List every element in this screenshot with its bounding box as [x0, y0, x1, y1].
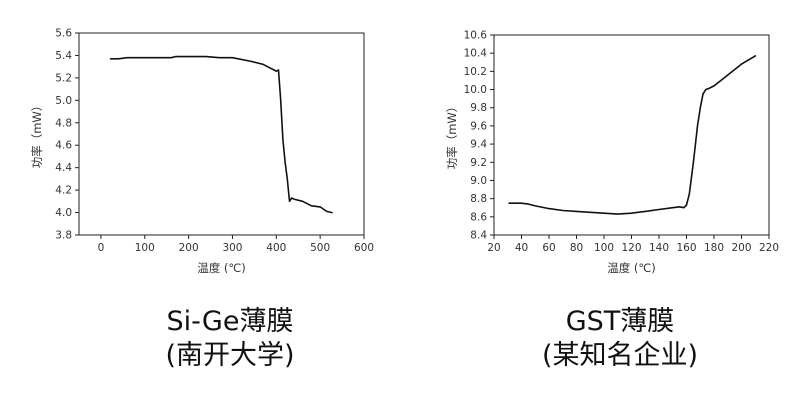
x-tick-label: 140 [649, 242, 669, 254]
x-tick-label: 160 [676, 242, 696, 254]
chart-1: 20 40 60 80 100 120 140 160 180 200 220 8.4 8.6 8.8 9.… [445, 30, 779, 276]
y-tick-label: 9.4 [470, 139, 487, 151]
x-tick-label: 100 [135, 242, 155, 254]
caption-right-line2: (某知名企业) [541, 340, 699, 371]
series-line-0 [508, 55, 757, 215]
caption-right-line1: GST薄膜 [565, 306, 675, 337]
y-tick-label: 10.0 [464, 84, 487, 96]
x-tick-label: 600 [354, 242, 374, 254]
x-tick-label: 120 [621, 242, 641, 254]
y-tick-label: 8.4 [470, 230, 487, 242]
chart-0: 0 100 200 300 400 500 600 3.8 4.0 4.2 4.4 4.6 4.8 5.0… [30, 28, 374, 276]
x-tick-label: 60 [542, 242, 555, 254]
x-axis-label: 温度 (℃) [607, 261, 656, 275]
caption-left: Si-Ge薄膜 (南开大学) [60, 305, 400, 373]
x-tick-label: 200 [179, 242, 199, 254]
x-tick-label: 100 [594, 242, 614, 254]
y-tick-label: 10.6 [464, 30, 488, 42]
y-tick-label: 4.0 [55, 207, 72, 219]
y-tick-label: 9.0 [470, 175, 487, 187]
y-tick-label: 9.2 [470, 157, 487, 169]
y-tick-label: 5.4 [55, 50, 72, 62]
x-tick-label: 0 [98, 242, 105, 254]
y-tick-label: 8.8 [470, 193, 487, 205]
x-tick-label: 300 [222, 242, 242, 254]
caption-left-line2: (南开大学) [165, 340, 295, 371]
y-tick-label: 10.4 [464, 48, 488, 60]
x-tick-label: 500 [310, 242, 330, 254]
plot-frame [493, 34, 770, 236]
x-tick-label: 220 [759, 242, 779, 254]
x-tick-label: 400 [266, 242, 286, 254]
y-tick-label: 5.6 [55, 28, 72, 40]
y-tick-label: 5.2 [55, 72, 72, 84]
y-tick-label: 10.2 [464, 66, 487, 78]
x-tick-label: 200 [731, 242, 751, 254]
caption-right: GST薄膜 (某知名企业) [450, 305, 790, 373]
y-tick-label: 4.6 [55, 140, 72, 152]
x-axis-label: 温度 (℃) [197, 261, 246, 275]
y-tick-label: 4.2 [55, 185, 72, 197]
y-tick-label: 9.8 [470, 102, 487, 114]
x-tick-label: 20 [487, 242, 500, 254]
y-tick-label: 9.6 [470, 120, 487, 132]
x-tick-label: 80 [570, 242, 583, 254]
x-tick-label: 180 [704, 242, 724, 254]
y-tick-label: 4.4 [55, 162, 72, 174]
caption-left-line1: Si-Ge薄膜 [166, 306, 294, 337]
series-line-0 [109, 55, 333, 214]
y-axis-label: 功率（mW） [30, 100, 44, 169]
y-tick-label: 8.6 [470, 211, 487, 223]
y-tick-label: 3.8 [55, 230, 72, 242]
y-axis-label: 功率（mW） [445, 101, 459, 170]
plot-frame [78, 32, 365, 236]
x-tick-label: 40 [515, 242, 528, 254]
y-tick-label: 4.8 [55, 117, 72, 129]
y-tick-label: 5.0 [55, 95, 72, 107]
